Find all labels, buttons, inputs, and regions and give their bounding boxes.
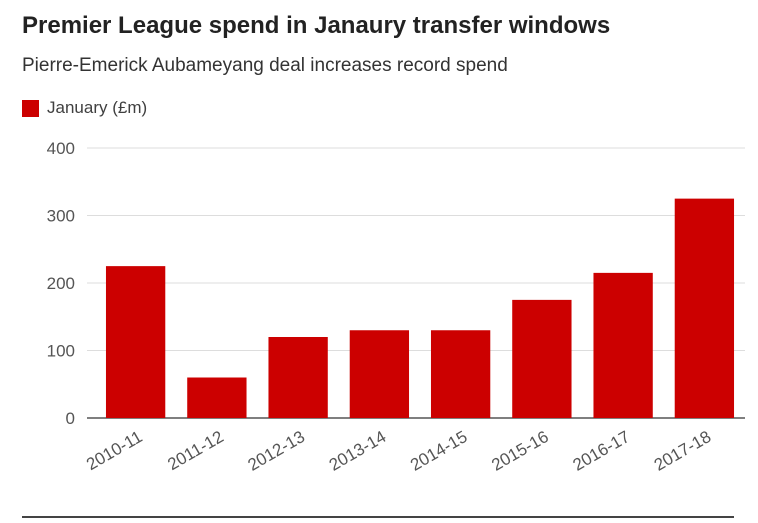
x-tick-label: 2012-13 [245, 427, 309, 475]
y-tick-label: 100 [47, 342, 75, 361]
x-tick-label: 2013-14 [326, 427, 390, 475]
bottom-divider [22, 516, 734, 518]
bar-2013-14 [349, 330, 410, 418]
chart-subtitle: Pierre-Emerick Aubameyang deal increases… [22, 55, 508, 76]
y-tick-labels: 0 100 200 300 400 [47, 139, 75, 428]
x-tick-label: 2015-16 [488, 427, 552, 475]
chart-title: Premier League spend in Janaury transfer… [22, 12, 611, 39]
legend-label: January (£m) [47, 98, 148, 117]
x-tick-label: 2016-17 [570, 427, 634, 475]
bar-2014-15 [430, 330, 491, 418]
bar-2011-12 [187, 377, 247, 418]
bar-2015-16 [512, 299, 572, 418]
bar-2016-17 [593, 272, 653, 418]
x-tick-labels: 2010-11 2011-12 2012-13 2013-14 2014-15 2015-… [83, 427, 714, 475]
y-tick-label: 300 [47, 207, 75, 226]
x-tick-label: 2017-18 [651, 427, 715, 475]
y-tick-label: 400 [47, 139, 75, 158]
y-tick-label: 0 [66, 409, 75, 428]
legend: January (£m) [22, 98, 147, 118]
x-tick-label: 2010-11 [83, 427, 145, 474]
bar-2010-11 [105, 266, 166, 418]
x-tick-label: 2011-12 [164, 427, 226, 474]
bar-2017-18 [674, 198, 735, 418]
y-tick-label: 200 [47, 274, 75, 293]
bars [105, 198, 735, 418]
x-tick-label: 2014-15 [407, 427, 471, 475]
bar-2012-13 [268, 337, 328, 418]
legend-swatch [22, 99, 39, 117]
